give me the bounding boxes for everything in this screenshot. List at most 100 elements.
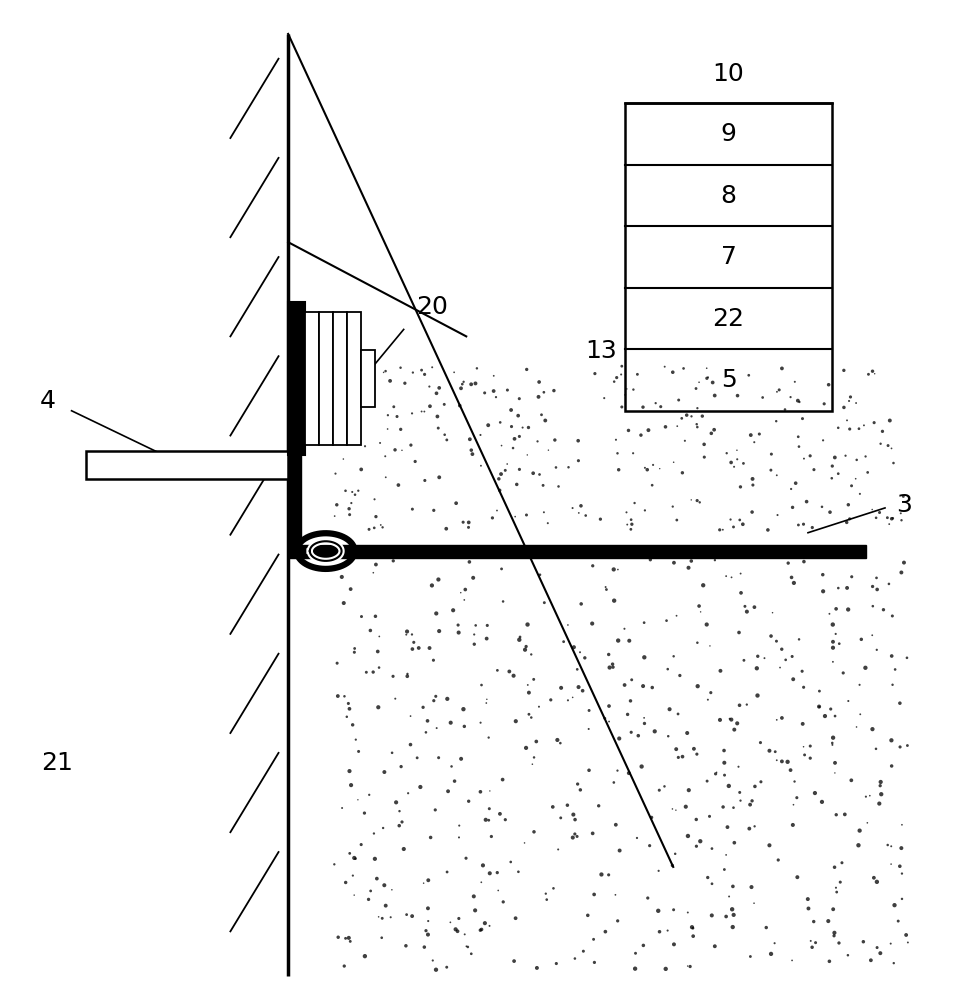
Point: [478, 812, 493, 828]
Point: [503, 402, 519, 418]
Bar: [333, 312, 348, 445]
Point: [419, 724, 434, 740]
Point: [839, 412, 854, 428]
Point: [506, 668, 521, 684]
Point: [853, 486, 868, 502]
Point: [686, 920, 701, 936]
Point: [502, 663, 518, 679]
Point: [338, 930, 353, 946]
Point: [521, 706, 537, 722]
Point: [679, 407, 694, 423]
Point: [474, 874, 489, 890]
Point: [596, 390, 612, 406]
Point: [754, 389, 770, 405]
Point: [465, 570, 481, 586]
Point: [712, 712, 727, 728]
Point: [799, 494, 815, 510]
Point: [641, 422, 656, 438]
Point: [529, 960, 545, 976]
Point: [791, 394, 807, 410]
Point: [884, 648, 899, 664]
Point: [431, 750, 447, 766]
Point: [456, 592, 472, 608]
Point: [576, 943, 591, 959]
Point: [683, 959, 698, 975]
Point: [795, 716, 811, 732]
Point: [900, 934, 916, 950]
Point: [372, 628, 387, 644]
Point: [586, 886, 602, 902]
Point: [884, 758, 899, 774]
Point: [886, 955, 901, 971]
Point: [769, 712, 785, 728]
Point: [635, 678, 651, 694]
Point: [602, 660, 618, 676]
Point: [453, 751, 469, 767]
Point: [520, 419, 536, 435]
Point: [666, 902, 682, 918]
Point: [482, 801, 497, 817]
Point: [835, 665, 851, 681]
Point: [750, 688, 765, 704]
Point: [480, 617, 495, 633]
Point: [690, 678, 706, 694]
Point: [343, 581, 358, 597]
Point: [699, 617, 715, 633]
Point: [807, 785, 822, 801]
Point: [345, 367, 360, 383]
Bar: [348, 312, 361, 445]
Point: [716, 799, 731, 815]
Point: [532, 466, 548, 482]
Point: [724, 901, 740, 917]
Point: [868, 510, 884, 526]
Point: [422, 829, 438, 845]
Point: [763, 946, 779, 962]
Point: [825, 634, 841, 650]
Point: [893, 505, 909, 521]
Point: [587, 366, 603, 382]
Point: [437, 427, 452, 443]
Point: [473, 922, 488, 938]
Point: [610, 562, 625, 578]
Point: [745, 793, 760, 809]
Point: [666, 648, 682, 664]
Point: [857, 448, 873, 464]
Point: [530, 433, 546, 449]
Point: [393, 759, 409, 775]
Point: [482, 865, 497, 881]
Point: [731, 625, 747, 641]
Point: [481, 417, 496, 433]
Point: [601, 698, 617, 714]
Point: [466, 626, 482, 642]
Point: [823, 701, 839, 717]
Point: [621, 633, 637, 649]
Point: [769, 467, 785, 483]
Point: [760, 522, 776, 538]
Point: [619, 381, 635, 397]
Point: [624, 516, 640, 532]
Point: [892, 739, 908, 755]
Point: [800, 891, 816, 907]
Point: [391, 818, 407, 834]
Point: [538, 412, 553, 428]
Point: [882, 413, 897, 429]
Point: [452, 829, 467, 845]
Point: [692, 494, 708, 510]
Point: [463, 946, 479, 962]
Point: [686, 928, 701, 944]
Point: [774, 641, 789, 657]
Text: 8: 8: [720, 184, 737, 208]
Point: [479, 695, 494, 711]
Point: [763, 628, 779, 644]
Point: [684, 408, 699, 424]
Point: [493, 466, 509, 482]
Point: [689, 400, 705, 416]
Point: [383, 373, 398, 389]
Point: [863, 952, 879, 968]
Point: [429, 408, 445, 424]
Point: [549, 459, 564, 475]
Point: [831, 935, 847, 951]
Point: [840, 601, 855, 617]
Point: [830, 466, 846, 482]
Point: [585, 616, 600, 632]
